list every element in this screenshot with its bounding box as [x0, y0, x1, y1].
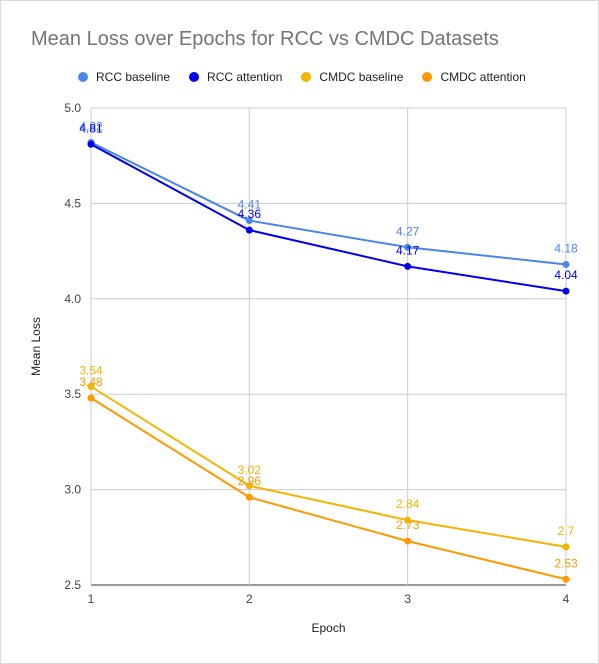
y-tick-label: 2.5: [64, 578, 81, 592]
data-label-cmdc-attention: 3.48: [79, 375, 103, 389]
x-tick-label: 4: [563, 592, 570, 606]
data-point-cmdc-attention: [87, 394, 95, 402]
legend-label: CMDC baseline: [319, 70, 404, 84]
series-line-rcc-baseline: [90, 141, 567, 266]
data-point-cmdc-baseline: [87, 383, 95, 391]
data-label-cmdc-baseline: 3.02: [238, 463, 262, 477]
data-point-cmdc-baseline: [562, 543, 570, 551]
data-label-cmdc-baseline: 3.54: [79, 364, 103, 378]
legend-label: CMDC attention: [440, 70, 526, 84]
data-label-cmdc-baseline: 2.7: [558, 524, 575, 538]
data-point-cmdc-attention: [245, 493, 253, 501]
data-label-rcc-baseline: 4.82: [79, 119, 103, 133]
data-label-rcc-baseline: 4.41: [238, 198, 262, 212]
legend-item: CMDC baseline: [301, 70, 403, 84]
data-label-rcc-baseline: 4.18: [554, 241, 578, 255]
data-label-rcc-attention: 4.81: [79, 121, 103, 135]
data-label-rcc-attention: 4.04: [554, 268, 578, 282]
series-line-cmdc-baseline: [90, 385, 567, 548]
y-axis-title: Mean Loss: [29, 317, 43, 376]
chart-legend: RCC baseline RCC attention CMDC baseline CM…: [78, 68, 545, 86]
series-line-cmdc-attention: [90, 397, 567, 581]
x-tick-label: 2: [246, 592, 253, 606]
legend-marker: [422, 72, 433, 82]
data-point-rcc-attention: [562, 287, 570, 295]
chart-title: Mean Loss over Epochs for RCC vs CMDC Da…: [31, 28, 499, 50]
legend-item: RCC attention: [189, 70, 282, 84]
series-line-rcc-attention: [90, 143, 567, 293]
legend-label: RCC attention: [207, 70, 283, 84]
data-point-rcc-attention: [87, 140, 95, 148]
data-point-cmdc-baseline: [245, 482, 253, 490]
legend-marker: [301, 72, 312, 82]
data-point-rcc-baseline: [404, 243, 412, 251]
legend-marker: [189, 72, 200, 82]
legend-item: RCC baseline: [78, 70, 170, 84]
data-label-cmdc-baseline: 2.84: [396, 497, 420, 511]
data-point-cmdc-baseline: [404, 516, 412, 524]
data-label-cmdc-attention: 2.53: [554, 556, 578, 570]
legend-marker: [78, 72, 88, 82]
x-axis-title: Epoch: [311, 621, 345, 635]
data-label-cmdc-attention: 2.73: [396, 518, 420, 532]
y-tick-label: 4.5: [64, 196, 81, 210]
data-label-rcc-baseline: 4.27: [396, 224, 420, 238]
x-tick-label: 1: [88, 592, 95, 606]
y-tick-label: 5.0: [64, 101, 81, 115]
y-tick-label: 3.5: [64, 387, 81, 401]
data-point-cmdc-attention: [562, 575, 570, 583]
data-point-rcc-attention: [404, 262, 412, 270]
data-label-rcc-attention: 4.36: [238, 207, 262, 221]
legend-label: RCC baseline: [96, 70, 171, 84]
data-point-rcc-baseline: [245, 217, 253, 225]
data-point-cmdc-attention: [404, 537, 412, 545]
data-label-rcc-attention: 4.17: [396, 243, 420, 257]
legend-item: CMDC attention: [422, 70, 526, 84]
y-tick-label: 4.0: [64, 292, 81, 306]
data-label-cmdc-attention: 2.96: [238, 474, 262, 488]
x-tick-label: 3: [404, 592, 411, 606]
data-point-rcc-attention: [245, 226, 253, 234]
data-point-rcc-baseline: [562, 260, 570, 268]
y-tick-label: 3.0: [64, 483, 81, 497]
